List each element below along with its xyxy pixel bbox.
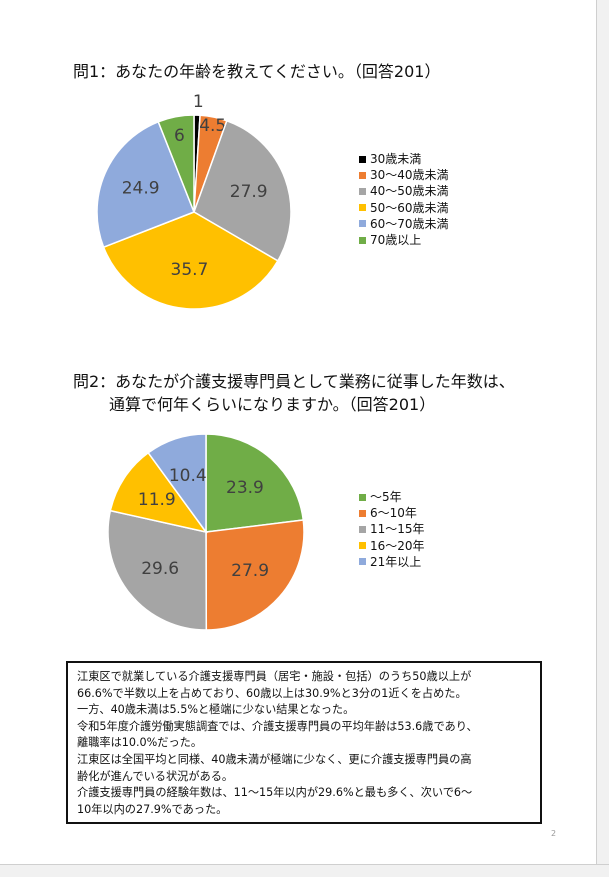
summary-line-2: 一方、40歳未満は5.5%と極端に少ない結果となった。 <box>77 703 355 717</box>
summary-line-3: 令和5年度介護労働実態調査では、介護支援専門員の平均年齢は53.6歳であり、 <box>77 719 478 733</box>
age-legend-swatch-2 <box>359 188 366 195</box>
age-slice-3 <box>102 211 279 310</box>
experience-legend-item-1: 6～10年 <box>359 505 425 521</box>
age-legend-label-1: 30～40歳未満 <box>370 168 449 183</box>
experience-slice-2 <box>107 509 208 631</box>
age-slice-4 <box>96 120 195 249</box>
experience-data-label-2: 29.6 <box>141 559 179 579</box>
summary-line-7: 介護支援専門員の経験年数は、11～15年以内が29.6%と最も多く、次いで6～ <box>77 786 473 800</box>
experience-legend-item-4: 21年以上 <box>359 554 425 570</box>
age-legend-swatch-1 <box>359 171 366 179</box>
page-edge-shadow-right <box>596 0 609 876</box>
experience-legend-item-0: ～5年 <box>359 489 425 505</box>
experience-legend-label-1: 6～10年 <box>370 506 417 521</box>
age-legend-item-2: 40～50歳未満 <box>359 183 449 199</box>
summary-box: 江東区で就業している介護支援専門員（居宅・施設・包括）のうち50歳以上が 66.6… <box>66 661 542 824</box>
age-legend-swatch-0 <box>359 155 366 163</box>
experience-legend-item-2: 11～15年 <box>359 521 425 537</box>
age-legend-item-1: 30～40歳未満 <box>359 167 449 183</box>
age-legend: 30歳未満 30～40歳未満 40～50歳未満 50～60歳未満 60～70歳未満 70歳… <box>359 151 449 248</box>
summary-line-1: 66.6%で半数以上を占めており、60歳以上は30.9%と3分の1近くを占めた。 <box>77 686 467 700</box>
question-1-title: 問1：あなたの年齢を教えてください。（回答201） <box>73 62 441 81</box>
summary-line-0: 江東区で就業している介護支援専門員（居宅・施設・包括）のうち50歳以上が <box>77 670 472 683</box>
experience-legend-label-4: 21年以上 <box>370 554 422 569</box>
experience-legend-label-0: ～5年 <box>370 490 402 504</box>
age-data-label-3: 35.7 <box>171 260 209 280</box>
experience-data-label-3: 11.9 <box>138 490 176 510</box>
age-legend-swatch-5 <box>359 236 366 244</box>
experience-legend-swatch-0 <box>359 493 366 501</box>
page-number: 2 <box>551 829 557 838</box>
experience-data-label-0: 23.9 <box>226 478 264 498</box>
age-slice-5 <box>157 114 195 213</box>
age-legend-item-4: 60～70歳未満 <box>359 216 449 232</box>
experience-slice-3 <box>109 451 208 534</box>
age-pie-chart: 1 4.5 27.9 35.7 24.9 6 <box>96 92 292 310</box>
experience-legend-swatch-2 <box>359 526 366 533</box>
age-data-label-1: 4.5 <box>199 116 226 136</box>
age-data-label-2: 27.9 <box>230 182 268 202</box>
age-legend-swatch-4 <box>359 220 366 228</box>
age-data-label-0: 1 <box>193 92 204 112</box>
age-legend-label-2: 40～50歳未満 <box>370 184 449 199</box>
experience-legend: ～5年 6～10年 11～15年 16～20年 21年以上 <box>359 489 425 570</box>
age-legend-item-5: 70歳以上 <box>359 232 449 248</box>
page-edge-shadow-bottom <box>0 864 609 877</box>
experience-pie-chart: 23.9 27.9 29.6 11.9 10.4 <box>107 433 305 631</box>
summary-line-4: 離職率は10.0%だった。 <box>77 736 203 750</box>
experience-legend-swatch-1 <box>359 509 366 517</box>
experience-data-label-1: 27.9 <box>231 561 269 581</box>
experience-slice-1 <box>205 519 305 631</box>
experience-legend-item-3: 16～20年 <box>359 538 425 554</box>
age-data-label-4: 24.9 <box>122 179 160 199</box>
experience-slice-4 <box>147 433 207 535</box>
summary-line-6: 齢化が進んでいる状況がある。 <box>77 769 234 783</box>
age-legend-label-3: 50～60歳未満 <box>370 200 449 215</box>
age-legend-label-5: 70歳以上 <box>370 233 422 248</box>
age-data-label-5: 6 <box>174 126 185 146</box>
age-legend-label-0: 30歳未満 <box>370 152 422 166</box>
experience-legend-swatch-3 <box>359 542 366 550</box>
age-legend-item-0: 30歳未満 <box>359 151 449 167</box>
experience-legend-swatch-4 <box>359 558 366 566</box>
question-2-title-line-1: 問2：あなたが介護支援専門員として業務に従事した年数は、 <box>73 372 515 391</box>
age-legend-swatch-3 <box>359 204 366 212</box>
question-2-title-line-2: 通算で何年くらいになりますか。（回答201） <box>109 395 436 414</box>
experience-data-label-4: 10.4 <box>169 466 207 486</box>
summary-line-5: 江東区は全国平均と同様、40歳未満が極端に少なく、更に介護支援専門員の高 <box>77 752 472 766</box>
experience-slice-0 <box>205 433 305 533</box>
age-legend-item-3: 50～60歳未満 <box>359 200 449 216</box>
experience-legend-label-3: 16～20年 <box>370 538 425 553</box>
experience-legend-label-2: 11～15年 <box>370 522 425 537</box>
age-legend-label-4: 60～70歳未満 <box>370 216 449 231</box>
summary-line-8: 10年以内の27.9%であった。 <box>77 802 228 816</box>
